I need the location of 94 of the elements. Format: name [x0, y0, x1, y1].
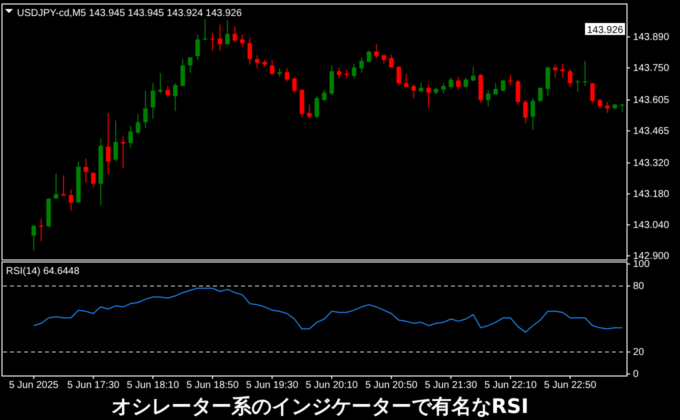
- candlestick: [605, 101, 610, 114]
- candlestick: [329, 64, 334, 96]
- candlestick: [188, 56, 192, 74]
- candlestick: [106, 112, 110, 175]
- candlestick: [389, 54, 394, 68]
- candlestick: [598, 98, 602, 109]
- candlestick: [120, 136, 126, 169]
- candlestick: [575, 79, 580, 92]
- candlestick: [284, 68, 290, 82]
- candlestick: [84, 158, 88, 184]
- y-tick-label: 143.320: [633, 158, 670, 170]
- candlestick: [225, 19, 230, 45]
- candlestick: [150, 82, 156, 120]
- candlestick: [590, 82, 595, 104]
- candlestick: [411, 84, 416, 99]
- text: オシレーター系のインジケーターで有名なRSI: [111, 394, 529, 418]
- annotation: 143.926: [587, 24, 624, 36]
- candlestick: [31, 224, 36, 251]
- candlestick: [382, 54, 386, 64]
- candlestick: [538, 87, 543, 102]
- candlestick: [464, 77, 468, 88]
- candlestick: [38, 218, 44, 242]
- candlestick: [61, 174, 66, 196]
- candlestick: [396, 66, 402, 86]
- x-tick-label: 5 Jun 20:50: [365, 380, 418, 391]
- candlestick: [516, 79, 520, 106]
- candlestick: [136, 113, 140, 134]
- candlestick: [307, 104, 312, 120]
- candlestick: [486, 89, 490, 108]
- chart-title: RSI(14) 64.6448: [6, 266, 80, 277]
- candlestick: [582, 60, 588, 87]
- candlestick: [366, 50, 372, 62]
- candlestick: [426, 84, 431, 108]
- y-tick-label: 143.750: [633, 63, 670, 74]
- candlestick: [292, 77, 297, 94]
- candlestick: [180, 58, 185, 87]
- candlestick: [344, 68, 349, 80]
- y-tick-label: 20: [633, 347, 645, 358]
- candlestick: [195, 34, 200, 60]
- candlestick: [68, 188, 74, 212]
- x-tick-label: 5 Jun 20:10: [306, 380, 358, 391]
- candlestick: [552, 64, 558, 78]
- candlestick: [210, 32, 215, 52]
- candlestick: [374, 44, 379, 59]
- y-tick-label: 143.890: [633, 32, 670, 44]
- x-tick-label: 5 Jun 22:10: [484, 380, 538, 391]
- candlestick: [523, 99, 528, 124]
- candlestick: [166, 86, 170, 98]
- y-tick-label: 143.040: [633, 220, 670, 232]
- candlestick: [314, 96, 320, 120]
- candlestick: [546, 66, 550, 97]
- x-tick-label: 5 Jun 19:30: [246, 380, 299, 391]
- candlestick: [448, 77, 454, 90]
- candlestick: [471, 66, 476, 82]
- candlestick: [240, 34, 245, 48]
- candlestick: [218, 24, 222, 52]
- candlestick: [560, 63, 565, 78]
- candlestick: [441, 82, 446, 94]
- candlestick: [352, 63, 356, 80]
- candlestick: [202, 18, 208, 41]
- x-tick-label: 5 Jun 22:50: [544, 380, 597, 391]
- candlestick: [493, 82, 498, 95]
- candlestick: [143, 90, 148, 129]
- candlestick: [128, 126, 133, 148]
- line-series: [33, 288, 623, 333]
- x-tick-label: 5 Jun 21:30: [424, 380, 478, 391]
- candlestick: [54, 173, 58, 200]
- y-tick-label: 143.180: [633, 189, 670, 200]
- candlestick: [530, 98, 536, 130]
- candlestick: [248, 37, 252, 66]
- x-tick-label: 5 Jun 2025: [8, 380, 59, 391]
- candlestick: [336, 66, 342, 80]
- candlestick: [568, 68, 572, 88]
- x-tick-label: 5 Jun 18:50: [186, 380, 240, 391]
- candlestick: [254, 54, 260, 69]
- candlestick: [359, 56, 364, 74]
- y-tick-label: 143.465: [633, 126, 670, 138]
- x-tick-label: 5 Jun 17:30: [67, 380, 120, 391]
- x-tick-label: 5 Jun 18:10: [126, 380, 180, 391]
- y-tick-label: 80: [633, 281, 645, 292]
- candlestick: [173, 82, 178, 112]
- candlestick: [270, 59, 274, 76]
- candlestick: [500, 79, 506, 92]
- y-tick-label: 0: [633, 369, 639, 380]
- candlestick: [113, 120, 118, 162]
- candlestick: [404, 73, 408, 88]
- y-tick-label: 143.605: [633, 95, 670, 106]
- chart-title: USDJPY-cd,M5 143.945 143.945 143.924 143.926: [17, 8, 242, 19]
- y-tick-label: 100: [633, 259, 650, 270]
- candlestick: [322, 89, 327, 102]
- candlestick: [508, 74, 513, 86]
- candlestick: [91, 172, 96, 188]
- candlestick: [232, 26, 238, 43]
- candlestick: [456, 76, 461, 90]
